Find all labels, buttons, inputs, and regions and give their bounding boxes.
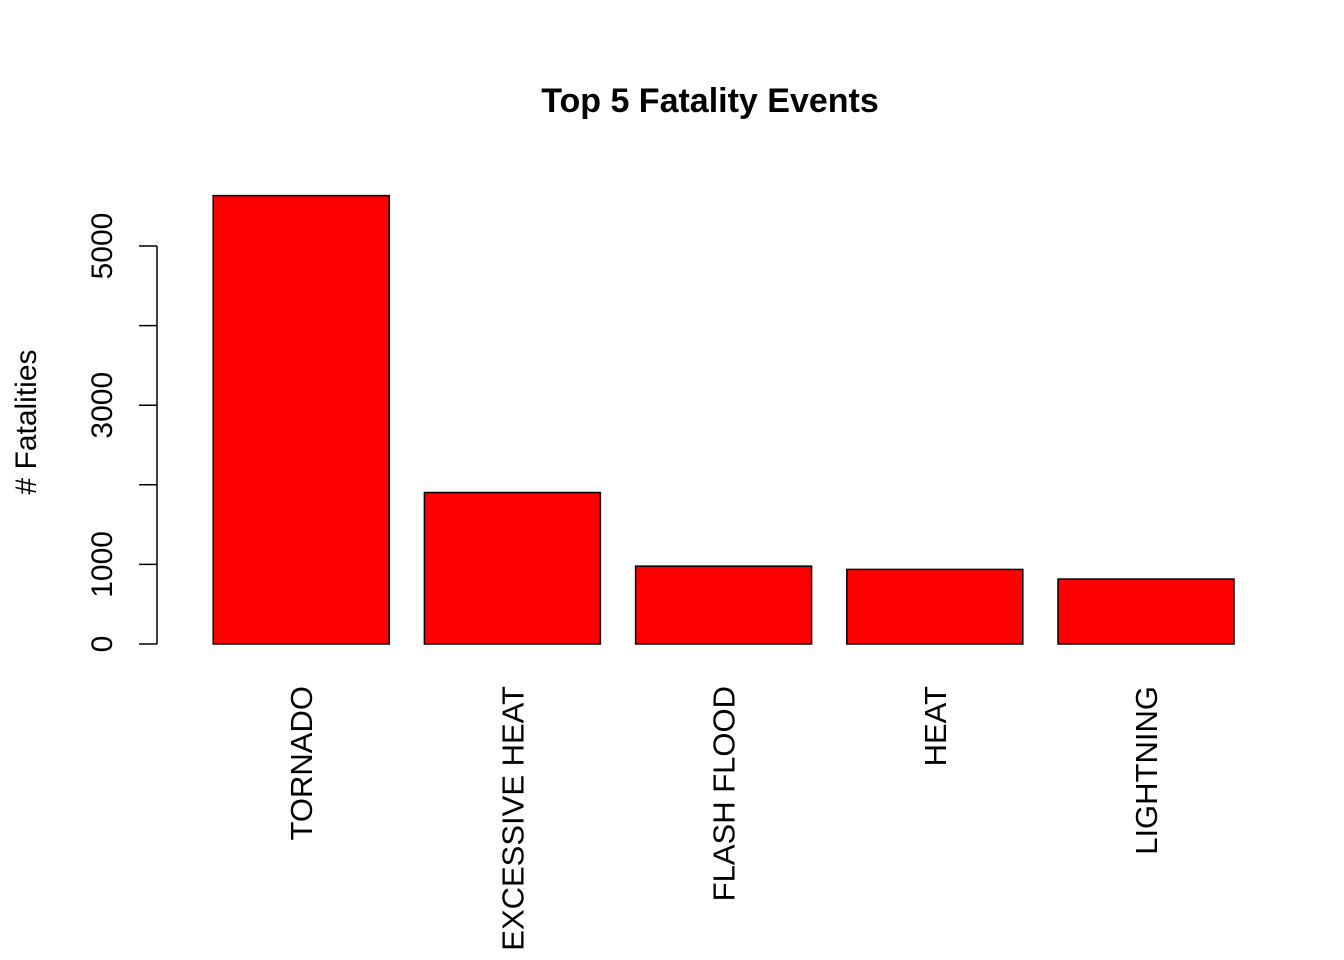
bar-tornado [212,194,390,645]
y-axis: 0 1000 3000 5000 [86,213,158,653]
y-tick-label: 0 [86,636,119,653]
bar-heat [846,568,1024,645]
y-tick-label: 3000 [86,372,119,439]
x-axis-labels: TORNADO EXCESSIVE HEAT FLASH FLOOD HEAT LIGH… [284,686,1164,951]
bar-lightning [1057,578,1235,645]
bar-excessive-heat [423,491,602,645]
x-tick-label: HEAT [918,686,953,766]
x-tick-label: TORNADO [284,686,319,840]
bars-group [212,194,1235,645]
y-tick-label: 5000 [86,213,119,280]
x-tick-label: EXCESSIVE HEAT [495,686,530,951]
y-tick-label: 1000 [86,531,119,598]
x-tick-label: FLASH FLOOD [707,686,742,901]
y-axis-label: # Fatalities [10,349,43,494]
bar-flash-flood [634,565,813,645]
chart-title: Top 5 Fatality Events [541,82,879,120]
x-tick-label: LIGHTNING [1129,686,1164,855]
